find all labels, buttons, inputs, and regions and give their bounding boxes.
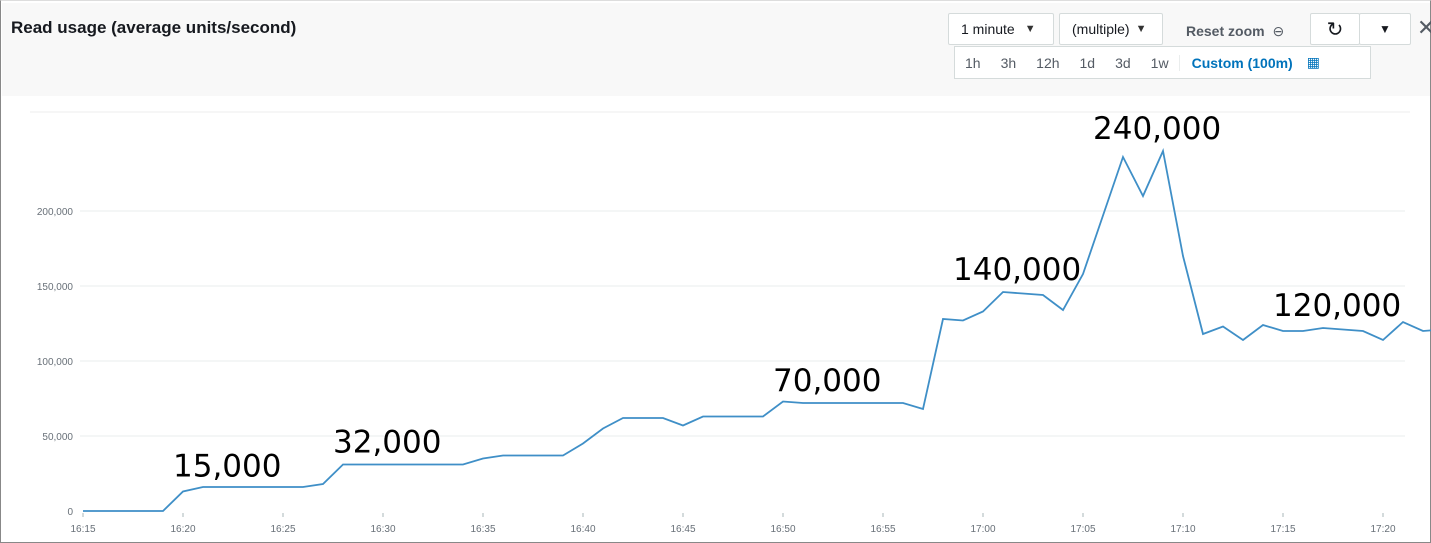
x-tick-label: 16:45 bbox=[670, 524, 695, 535]
x-tick-label: 16:40 bbox=[570, 524, 595, 535]
time-range-selector: 1h 3h 12h 1d 3d 1w Custom (100m) ▦ bbox=[954, 46, 1371, 79]
calendar-icon[interactable]: ▦ bbox=[1306, 54, 1320, 70]
zoom-out-icon: ⊖ bbox=[1272, 23, 1285, 39]
value-annotation: 240,000 bbox=[1093, 111, 1221, 147]
x-tick-label: 16:50 bbox=[770, 524, 795, 535]
y-tick-label: 200,000 bbox=[37, 207, 74, 218]
y-tick-label: 100,000 bbox=[37, 357, 74, 368]
caret-down-icon: ▼ bbox=[1024, 23, 1036, 35]
x-tick-label: 17:00 bbox=[970, 524, 995, 535]
x-tick-label: 17:20 bbox=[1370, 524, 1395, 535]
period-select[interactable]: 1 minute ▼ bbox=[948, 13, 1054, 45]
close-icon[interactable]: ✕ bbox=[1417, 15, 1431, 40]
reset-zoom-label: Reset zoom bbox=[1186, 23, 1265, 39]
stat-select[interactable]: (multiple) ▼ bbox=[1059, 13, 1163, 45]
range-1d[interactable]: 1d bbox=[1079, 54, 1096, 71]
range-3h[interactable]: 3h bbox=[1000, 54, 1017, 71]
value-annotation: 15,000 bbox=[173, 449, 281, 485]
y-tick-label: 0 bbox=[67, 507, 73, 518]
value-annotation: 32,000 bbox=[333, 425, 441, 461]
range-custom[interactable]: Custom (100m) bbox=[1178, 54, 1303, 71]
range-1w[interactable]: 1w bbox=[1150, 54, 1169, 71]
reset-zoom-button[interactable]: Reset zoom ⊖ bbox=[1186, 23, 1284, 40]
x-tick-label: 16:30 bbox=[370, 524, 395, 535]
period-select-value: 1 minute bbox=[961, 21, 1015, 37]
value-annotation: 120,000 bbox=[1273, 288, 1401, 324]
caret-down-icon: ▼ bbox=[1379, 22, 1391, 36]
x-tick-label: 16:25 bbox=[270, 524, 295, 535]
widget-header: Read usage (average units/second) 1 minu… bbox=[2, 3, 1431, 96]
range-12h[interactable]: 12h bbox=[1036, 54, 1060, 71]
range-1h[interactable]: 1h bbox=[965, 54, 981, 71]
x-tick-label: 16:15 bbox=[70, 524, 95, 535]
x-tick-label: 16:20 bbox=[170, 524, 195, 535]
x-tick-label: 17:15 bbox=[1270, 524, 1295, 535]
range-3d[interactable]: 3d bbox=[1115, 54, 1131, 71]
x-tick-label: 16:55 bbox=[870, 524, 895, 535]
more-actions-button[interactable]: ▼ bbox=[1359, 13, 1411, 45]
caret-down-icon: ▼ bbox=[1135, 23, 1147, 35]
y-tick-label: 50,000 bbox=[42, 432, 73, 443]
x-tick-label: 16:35 bbox=[470, 524, 495, 535]
widget-title: Read usage (average units/second) bbox=[11, 18, 297, 37]
x-tick-label: 17:10 bbox=[1170, 524, 1195, 535]
value-annotation: 70,000 bbox=[773, 363, 881, 399]
refresh-icon: ↻ bbox=[1326, 18, 1344, 41]
series-line bbox=[83, 148, 1431, 512]
refresh-button[interactable]: ↻ bbox=[1310, 13, 1360, 45]
y-tick-label: 150,000 bbox=[37, 282, 74, 293]
value-annotation: 140,000 bbox=[953, 252, 1081, 288]
x-tick-label: 17:05 bbox=[1070, 524, 1095, 535]
stat-select-value: (multiple) bbox=[1072, 21, 1130, 37]
